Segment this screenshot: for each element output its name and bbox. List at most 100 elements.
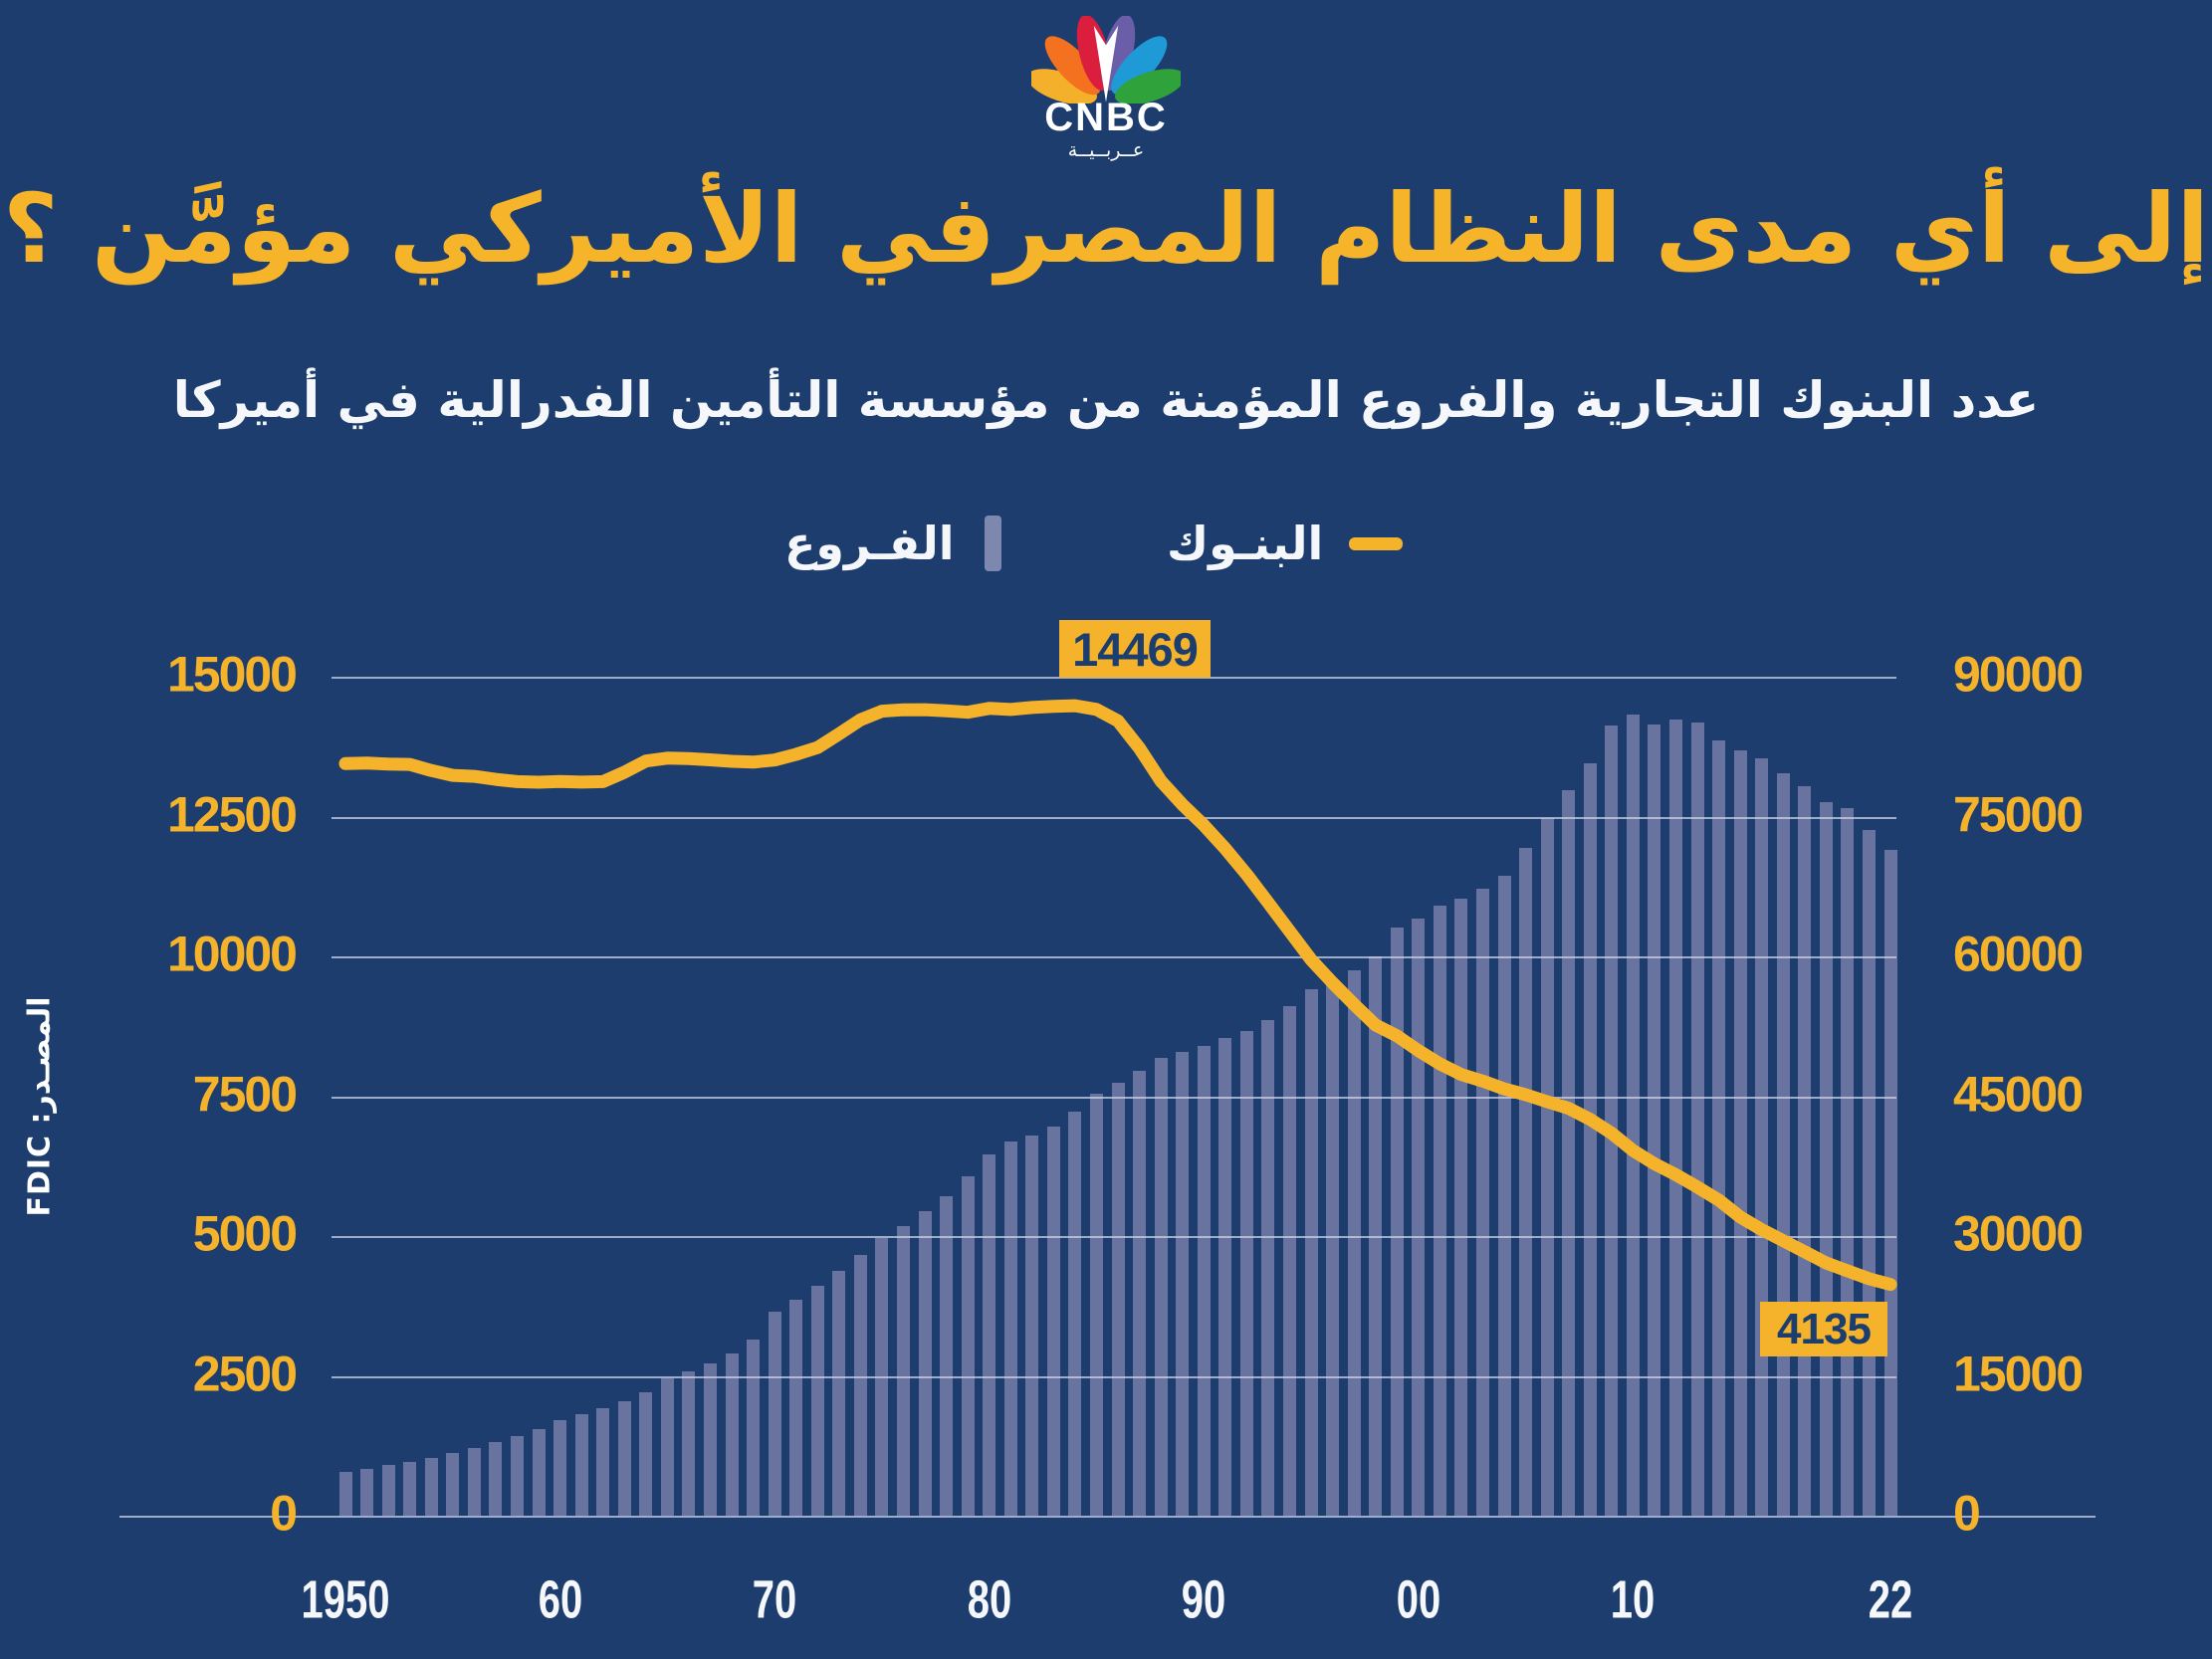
bar-year-2013 xyxy=(1690,722,1704,1516)
bar-year-1969 xyxy=(747,1339,761,1516)
bar-year-1980 xyxy=(983,1154,996,1516)
x-axis-tick-90: 90 xyxy=(1181,1568,1226,1630)
bar-year-1983 xyxy=(1046,1127,1060,1516)
bar-year-1960 xyxy=(553,1420,567,1516)
bar-year-2002 xyxy=(1454,898,1468,1516)
bar-year-1958 xyxy=(510,1435,524,1516)
bar-year-2020 xyxy=(1841,808,1855,1516)
right-axis-tick: 15000 xyxy=(1953,1346,2084,1402)
right-axis-tick: 45000 xyxy=(1953,1066,2084,1123)
bar-year-2016 xyxy=(1755,758,1769,1516)
bar-year-1961 xyxy=(574,1413,588,1516)
legend-banks-label: البنـوك xyxy=(1167,517,1324,570)
gridline xyxy=(332,956,1896,958)
right-axis-tick: 30000 xyxy=(1953,1205,2084,1262)
bar-year-1957 xyxy=(489,1441,503,1516)
legend-item-branches: الفـروع xyxy=(784,506,1001,581)
bar-year-1986 xyxy=(1111,1083,1125,1516)
left-axis-tick: 10000 xyxy=(166,926,298,982)
bar-year-1950 xyxy=(338,1471,352,1516)
cnbc-logo: CNBC عــربــيــة xyxy=(977,16,1235,161)
bar-year-2005 xyxy=(1519,847,1533,1516)
bar-year-1989 xyxy=(1176,1051,1190,1516)
bar-year-1992 xyxy=(1239,1031,1253,1516)
bar-year-1977 xyxy=(918,1210,932,1516)
bar-year-1971 xyxy=(789,1299,803,1516)
bar-year-1982 xyxy=(1025,1136,1039,1516)
bar-year-2021 xyxy=(1862,829,1876,1516)
bar-year-1978 xyxy=(940,1195,954,1516)
bar-year-2006 xyxy=(1540,818,1554,1516)
bar-year-2019 xyxy=(1819,801,1833,1516)
bar-year-2009 xyxy=(1605,725,1619,1516)
left-axis-tick: 12500 xyxy=(166,786,298,843)
bar-year-2004 xyxy=(1497,876,1511,1516)
bar-year-1966 xyxy=(682,1370,696,1516)
bar-year-1985 xyxy=(1089,1093,1103,1516)
bar-year-1973 xyxy=(832,1271,846,1516)
left-axis-tick: 0 xyxy=(270,1485,298,1542)
bar-year-1952 xyxy=(381,1465,395,1516)
bar-year-1996 xyxy=(1326,981,1340,1516)
bar-year-1981 xyxy=(1003,1141,1017,1516)
last-value-annotation: 4135 xyxy=(1760,1302,1887,1356)
x-axis-tick-80: 80 xyxy=(967,1568,1011,1630)
left-axis-tick: 15000 xyxy=(166,646,298,703)
bar-year-2018 xyxy=(1798,785,1812,1516)
legend-branches-label: الفـروع xyxy=(784,517,955,570)
gridline xyxy=(332,677,1896,679)
right-axis-tick: 90000 xyxy=(1953,646,2084,703)
peacock-body xyxy=(1093,25,1119,103)
peak-annotation: 14469 xyxy=(1059,620,1211,678)
bar-year-1974 xyxy=(853,1255,867,1516)
branches-bar-swatch-icon xyxy=(984,516,1001,571)
bar-year-2015 xyxy=(1733,750,1747,1516)
x-axis-tick-60: 60 xyxy=(538,1568,582,1630)
bar-year-1967 xyxy=(703,1362,717,1516)
right-axis-tick: 0 xyxy=(1953,1485,1981,1542)
bar-year-2022 xyxy=(1883,850,1897,1516)
bar-year-2007 xyxy=(1562,790,1576,1516)
x-axis-tick-10: 10 xyxy=(1611,1568,1656,1630)
bar-year-2001 xyxy=(1433,906,1446,1516)
bar-year-1994 xyxy=(1282,1006,1296,1516)
right-axis-tick: 75000 xyxy=(1953,786,2084,843)
bar-year-1951 xyxy=(360,1468,374,1516)
gridline xyxy=(119,1516,2096,1518)
x-axis-tick-70: 70 xyxy=(752,1568,797,1630)
bar-year-1970 xyxy=(768,1312,781,1516)
bar-year-1990 xyxy=(1197,1045,1211,1516)
bar-year-1979 xyxy=(961,1175,975,1516)
bar-year-1988 xyxy=(1154,1058,1168,1516)
bar-year-1997 xyxy=(1347,969,1361,1516)
bar-year-1953 xyxy=(403,1462,417,1516)
legend-item-banks: البنـوك xyxy=(1167,506,1404,581)
gridline xyxy=(332,1375,1896,1378)
bar-year-2012 xyxy=(1668,720,1682,1516)
bar-year-1984 xyxy=(1068,1112,1082,1516)
banks-line-swatch-icon xyxy=(1349,536,1404,550)
bar-year-2000 xyxy=(1412,918,1426,1516)
gridline xyxy=(332,1096,1896,1099)
bar-year-2010 xyxy=(1626,715,1640,1516)
bar-year-1968 xyxy=(725,1352,739,1516)
x-axis-tick-1950: 1950 xyxy=(301,1568,390,1630)
bar-year-1956 xyxy=(467,1447,481,1516)
gridline xyxy=(332,1236,1896,1238)
page-subtitle: عدد البنوك التجارية والفروع المؤمنة من م… xyxy=(172,371,2040,429)
bar-year-1976 xyxy=(896,1225,910,1516)
bar-year-1955 xyxy=(446,1453,460,1516)
bar-year-1987 xyxy=(1133,1071,1147,1516)
bar-year-1964 xyxy=(639,1391,653,1516)
bar-year-1962 xyxy=(596,1407,610,1516)
bar-year-2011 xyxy=(1648,724,1661,1516)
bar-year-1995 xyxy=(1304,988,1318,1516)
bar-year-2008 xyxy=(1583,763,1597,1516)
cnbc-peacock-icon xyxy=(1031,16,1181,104)
bar-year-1991 xyxy=(1218,1038,1232,1516)
bar-year-1965 xyxy=(660,1378,674,1516)
right-axis-tick: 60000 xyxy=(1953,926,2084,982)
bar-year-1999 xyxy=(1390,928,1404,1516)
page-title: إلى أي مدى النظام المصرفي الأميركي مؤمَّ… xyxy=(2,173,2210,285)
